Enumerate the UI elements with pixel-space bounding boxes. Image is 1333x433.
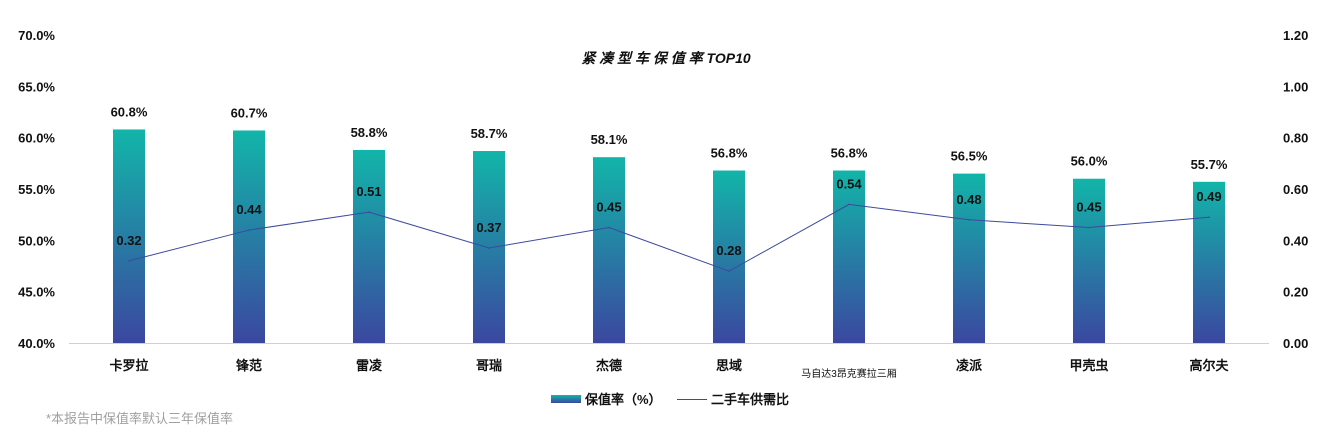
bar bbox=[593, 157, 625, 343]
bar bbox=[833, 170, 865, 343]
x-axis-tick: 凌派 bbox=[956, 358, 983, 373]
bar bbox=[953, 173, 985, 343]
right-axis-tick: 0.40 bbox=[1283, 233, 1308, 248]
line-data-label: 0.49 bbox=[1196, 189, 1221, 204]
bar bbox=[113, 129, 145, 343]
legend-bar-swatch bbox=[551, 395, 581, 403]
bar-data-label: 55.7% bbox=[1191, 157, 1228, 172]
bar bbox=[473, 151, 505, 343]
bar bbox=[233, 130, 265, 343]
line-data-label: 0.32 bbox=[116, 233, 141, 248]
line-data-label: 0.45 bbox=[1076, 200, 1101, 215]
right-axis-tick: 0.20 bbox=[1283, 285, 1308, 300]
right-axis-tick: 0.80 bbox=[1283, 131, 1308, 146]
bar bbox=[1193, 181, 1225, 343]
x-axis-tick: 卡罗拉 bbox=[109, 358, 148, 373]
right-axis-tick: 1.20 bbox=[1283, 28, 1308, 43]
line-data-label: 0.48 bbox=[956, 192, 981, 207]
left-axis-tick: 40.0% bbox=[18, 336, 55, 351]
line-point bbox=[128, 260, 130, 262]
legend-line-label: 二手车供需比 bbox=[711, 392, 789, 407]
bar-data-label: 56.8% bbox=[711, 146, 748, 161]
bar-data-label: 58.8% bbox=[351, 125, 388, 140]
left-axis-tick: 60.0% bbox=[18, 131, 55, 146]
bar-data-label: 56.0% bbox=[1071, 154, 1108, 169]
x-axis-tick: 杰德 bbox=[596, 358, 622, 373]
chart-title: 紧 凑 型 车 保 值 率 TOP10 bbox=[581, 50, 751, 66]
line-point bbox=[608, 226, 610, 229]
legend-bar-label: 保值率（%） bbox=[584, 392, 662, 407]
line-data-label: 0.54 bbox=[836, 176, 862, 191]
bar-data-label: 60.8% bbox=[111, 104, 148, 119]
line-data-label: 0.44 bbox=[236, 202, 262, 217]
x-axis-tick: 雷凌 bbox=[356, 358, 383, 373]
line-data-label: 0.37 bbox=[476, 220, 501, 235]
bar-data-label: 58.7% bbox=[471, 126, 508, 141]
line-data-label: 0.51 bbox=[356, 184, 381, 199]
right-axis-tick: 0.00 bbox=[1283, 336, 1308, 351]
bar-data-label: 58.1% bbox=[591, 132, 628, 147]
line-point bbox=[1088, 226, 1090, 229]
line-point bbox=[728, 270, 730, 272]
left-axis-tick: 50.0% bbox=[18, 233, 55, 248]
x-axis-tick: 哥瑞 bbox=[476, 358, 502, 373]
right-axis-tick: 1.00 bbox=[1283, 79, 1308, 94]
line-point bbox=[848, 203, 850, 206]
bar bbox=[713, 170, 745, 343]
left-axis-tick: 45.0% bbox=[18, 285, 55, 300]
left-axis-tick: 65.0% bbox=[18, 79, 55, 94]
x-axis-tick: 思域 bbox=[716, 358, 742, 373]
line-point bbox=[1208, 216, 1210, 219]
supply-demand-line bbox=[128, 203, 1210, 272]
x-axis-tick: 锋范 bbox=[236, 358, 262, 373]
bar-data-label: 56.8% bbox=[831, 146, 868, 161]
bar-data-label: 60.7% bbox=[231, 105, 268, 120]
bar bbox=[353, 149, 385, 343]
footnote: *本报告中保值率默认三年保值率 bbox=[46, 411, 234, 426]
line-point bbox=[368, 211, 370, 213]
right-axis-tick: 0.60 bbox=[1283, 182, 1308, 197]
x-axis-tick: 高尔夫 bbox=[1189, 358, 1229, 373]
line-data-label: 0.45 bbox=[596, 200, 621, 215]
line-data-label: 0.28 bbox=[716, 243, 741, 258]
left-axis-tick: 70.0% bbox=[18, 28, 55, 43]
line-point bbox=[488, 247, 490, 249]
line-point bbox=[968, 219, 970, 221]
bar-data-label: 56.5% bbox=[951, 149, 988, 164]
x-axis-tick: 马自达3昂克赛拉三厢 bbox=[801, 367, 897, 380]
x-axis-tick: 甲壳虫 bbox=[1069, 358, 1108, 373]
bar bbox=[1073, 178, 1105, 343]
line-point bbox=[248, 229, 250, 231]
left-axis-tick: 55.0% bbox=[18, 182, 55, 197]
